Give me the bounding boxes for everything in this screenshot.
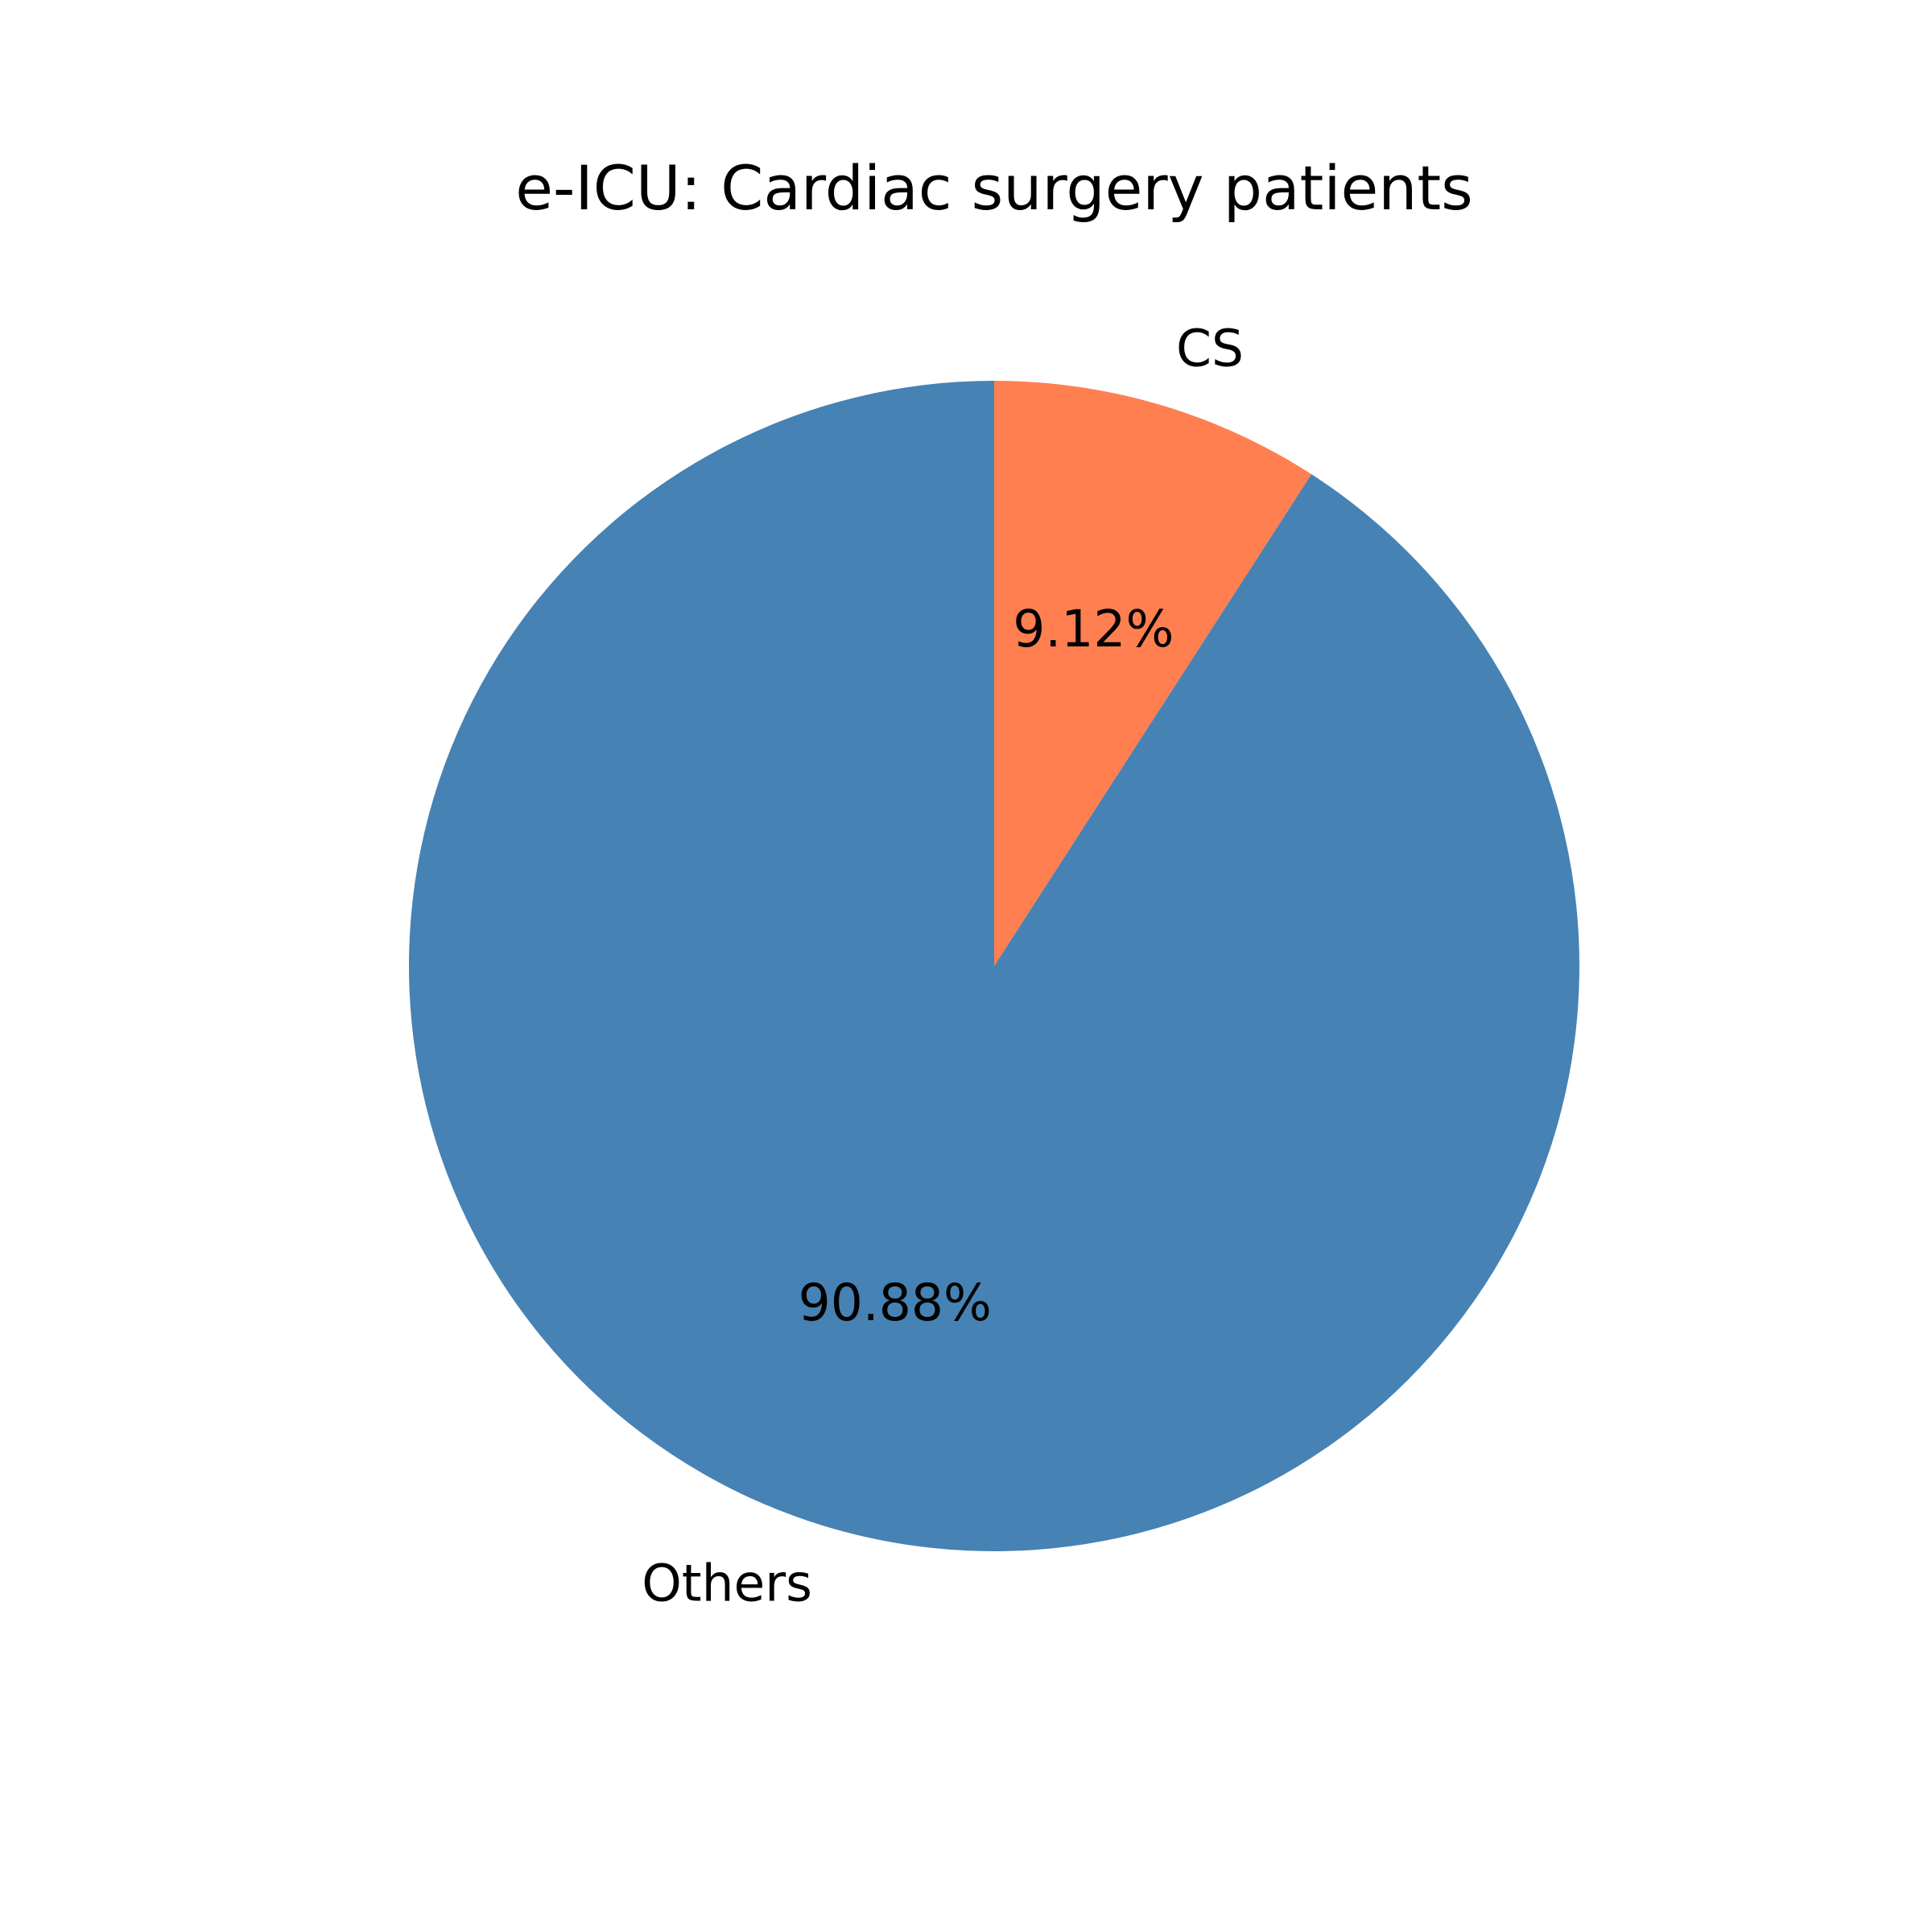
pie-slices bbox=[408, 381, 1580, 1551]
pct-label-others: 90.88% bbox=[799, 1274, 992, 1332]
slice-label-cs: CS bbox=[1176, 319, 1244, 378]
chart-title: e-ICU: Cardiac surgery patients bbox=[515, 152, 1473, 224]
pie-labels: CS 9.12% Others 90.88% bbox=[642, 319, 1244, 1612]
slice-label-others: Others bbox=[642, 1554, 812, 1613]
pct-label-cs: 9.12% bbox=[1013, 600, 1174, 658]
pie-slice-cs bbox=[994, 381, 1312, 966]
pie-slice-others bbox=[408, 381, 1580, 1551]
